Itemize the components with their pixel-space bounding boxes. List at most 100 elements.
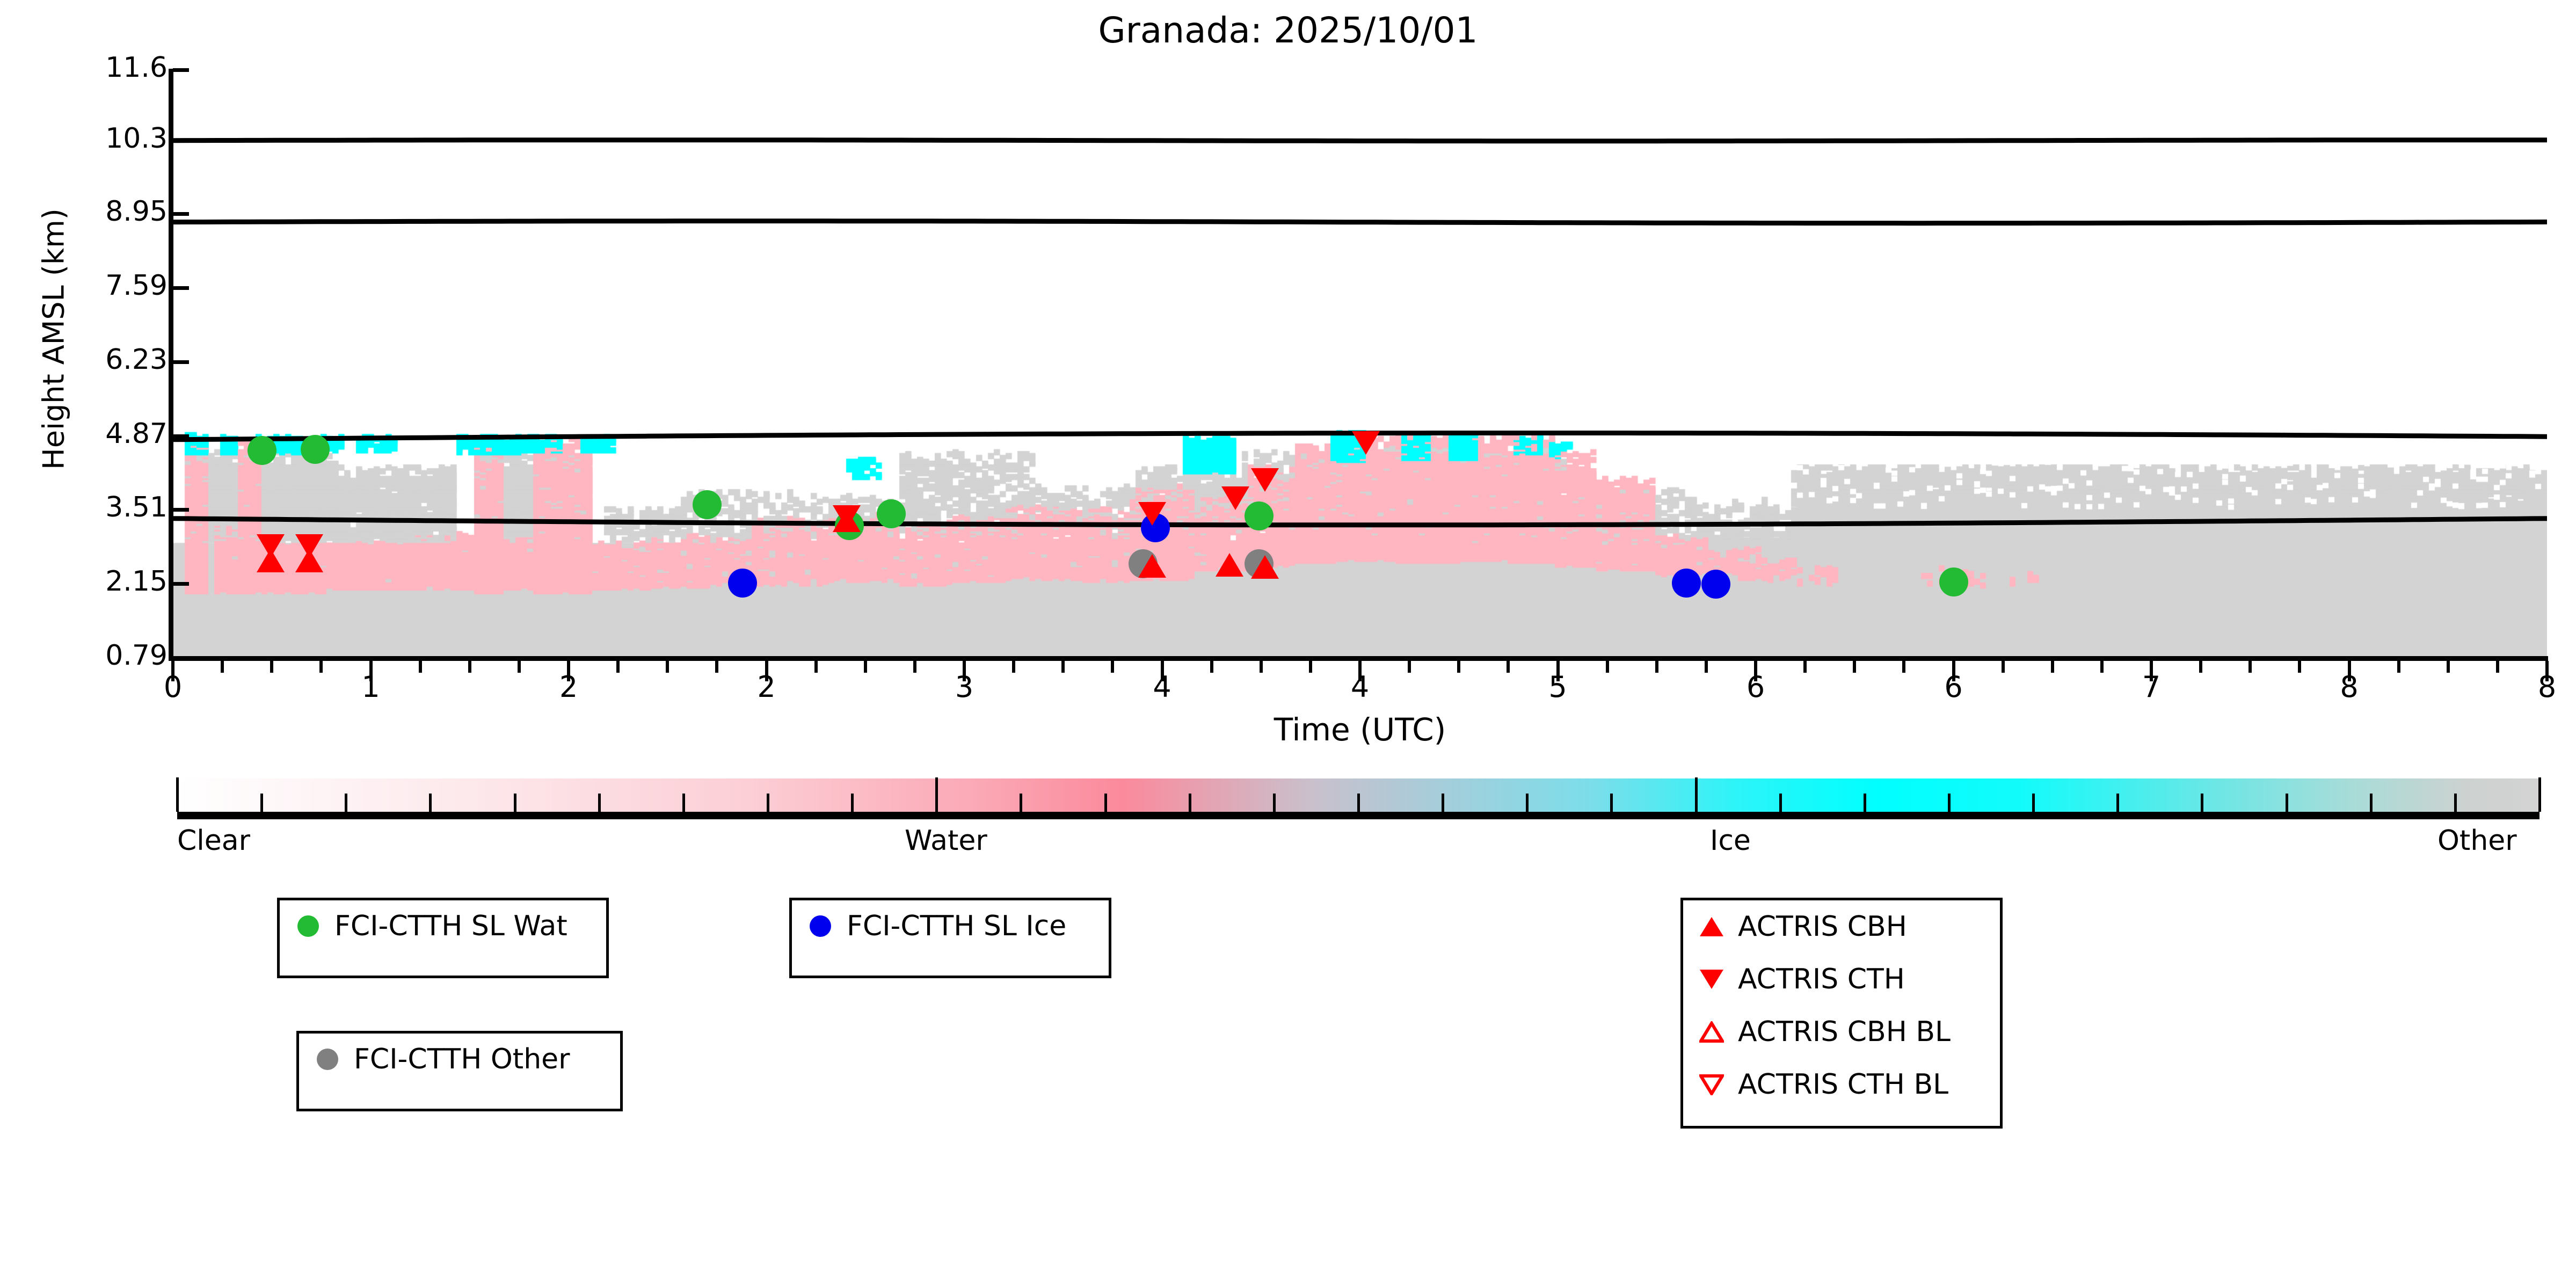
x-tick-mark-minor — [1111, 661, 1115, 673]
x-tick-mark-major — [765, 661, 768, 681]
y-tick-mark — [173, 360, 189, 364]
x-tick-mark-major — [2150, 661, 2153, 681]
x-tick-mark-minor — [1902, 661, 1906, 673]
legend-label: ACTRIS CTH BL — [1738, 1068, 1949, 1101]
legend-label: ACTRIS CBH — [1738, 911, 1907, 943]
y-tick-mark — [173, 656, 189, 660]
y-tick-label: 6.23 — [105, 343, 168, 376]
x-tick-mark-major — [2545, 661, 2549, 681]
triangle-up-open-icon — [1699, 1021, 1724, 1043]
y-tick-label: 7.59 — [105, 270, 168, 302]
cloud-classification-mosaic — [173, 70, 2547, 658]
marker-actris-cbh — [1251, 555, 1279, 579]
legend-row: ACTRIS CBH — [1683, 900, 2000, 953]
legend-fci-ctth-other[interactable]: FCI-CTTH Other — [296, 1031, 623, 1111]
x-tick-label: 0 — [163, 670, 183, 704]
y-tick-mark — [173, 139, 189, 143]
y-tick-label: 11.6 — [105, 52, 168, 84]
marker-fci-ctth-sl-wat — [1245, 501, 1274, 530]
colorbar-baseline — [177, 812, 2539, 819]
legend-label: FCI-CTTH SL Ice — [847, 910, 1067, 942]
marker-actris-cth — [295, 534, 324, 558]
x-tick-mark-minor — [1408, 661, 1411, 673]
colorbar-tick-minor — [1020, 794, 1023, 812]
colorbar-tick-minor — [1188, 794, 1191, 812]
x-axis-title: Time (UTC) — [1274, 711, 1446, 748]
x-tick-label: 2 — [559, 670, 578, 704]
marker-fci-ctth-sl-wat — [301, 435, 330, 464]
colorbar-tick-minor — [2201, 794, 2204, 812]
marker-fci-ctth-sl-wat — [247, 436, 276, 465]
x-tick-label: 6 — [1746, 670, 1765, 704]
isotherm-low — [173, 516, 2547, 528]
colorbar-tick-minor — [1526, 794, 1529, 812]
colorbar-tick-minor — [682, 794, 685, 812]
marker-actris-cbh — [1138, 554, 1167, 578]
x-tick-label: 3 — [955, 670, 974, 704]
x-axis-spine — [169, 656, 2548, 661]
marker-fci-ctth-sl-ice — [1672, 569, 1701, 598]
colorbar-tick-minor — [513, 794, 516, 812]
colorbar-tick-minor — [1357, 794, 1360, 812]
y-tick-mark — [173, 68, 189, 72]
legend-fci-ctth-sl-ice[interactable]: FCI-CTTH SL Ice — [789, 898, 1111, 978]
x-tick-mark-minor — [1457, 661, 1461, 673]
colorbar-label-water: Water — [905, 825, 987, 857]
x-tick-mark-minor — [1012, 661, 1016, 673]
colorbar-tick-minor — [429, 794, 432, 812]
y-tick-label: 3.51 — [105, 491, 168, 524]
colorbar-tick-minor — [2032, 794, 2035, 812]
marker-fci-ctth-sl-wat — [692, 490, 722, 520]
legend-fci-ctth-sl-wat[interactable]: FCI-CTTH SL Wat — [277, 898, 609, 978]
x-tick-mark-major — [1754, 661, 1757, 681]
triangle-up-filled-icon — [1699, 917, 1724, 936]
isotherm-mid — [173, 219, 2547, 226]
marker-fci-ctth-sl-ice — [1701, 570, 1731, 599]
x-tick-mark-minor — [2446, 661, 2450, 673]
triangle-down-filled-icon — [1699, 970, 1724, 989]
x-tick-label: 8 — [2537, 670, 2557, 704]
colorbar-tick-minor — [1610, 794, 1613, 812]
legend-row: ACTRIS CTH BL — [1683, 1058, 2000, 1111]
x-tick-mark-minor — [1259, 661, 1263, 673]
plot-canvas[interactable] — [173, 70, 2547, 658]
x-tick-mark-minor — [319, 661, 323, 673]
blue-circle-icon — [808, 915, 833, 937]
x-tick-mark-minor — [1507, 661, 1510, 673]
page-title: Granada: 2025/10/01 — [1098, 10, 1478, 51]
x-tick-mark-minor — [1803, 661, 1807, 673]
marker-actris-cbh — [1215, 552, 1243, 577]
y-axis-spine — [169, 69, 173, 659]
y-tick-label: 0.79 — [105, 639, 168, 672]
x-tick-mark-minor — [1210, 661, 1213, 673]
y-tick-label: 10.3 — [105, 122, 168, 155]
x-tick-mark-minor — [2050, 661, 2054, 673]
x-tick-label: 1 — [361, 670, 380, 704]
isotherm-upper — [173, 137, 2547, 144]
x-tick-mark-minor — [616, 661, 620, 673]
colorbar-tick-minor — [1948, 794, 1951, 812]
x-tick-mark-minor — [418, 661, 422, 673]
green-circle-icon — [296, 915, 321, 937]
x-tick-label: 2 — [757, 670, 776, 704]
x-tick-mark-major — [1160, 661, 1164, 681]
x-tick-mark-major — [1556, 661, 1560, 681]
y-tick-mark — [173, 582, 189, 586]
x-tick-mark-major — [963, 661, 966, 681]
x-tick-mark-major — [171, 661, 174, 681]
colorbar-tick-major — [176, 777, 179, 812]
y-tick-label: 2.15 — [105, 565, 168, 598]
legend-label: FCI-CTTH SL Wat — [334, 910, 567, 942]
y-tick-mark — [173, 212, 189, 216]
legend-actris[interactable]: ACTRIS CBH ACTRIS CTH ACTRIS CBH BL ACTR… — [1680, 898, 2003, 1129]
x-tick-mark-minor — [1853, 661, 1857, 673]
y-tick-mark — [173, 286, 189, 290]
marker-actris-cth — [257, 534, 285, 558]
x-tick-mark-minor — [1704, 661, 1708, 673]
gray-circle-icon — [315, 1049, 340, 1070]
colorbar-tick-minor — [851, 794, 854, 812]
colorbar-label-ice: Ice — [1710, 825, 1751, 857]
colorbar-tick-minor — [2285, 794, 2288, 812]
colorbar-tick-minor — [2454, 794, 2457, 812]
x-tick-mark-minor — [2199, 661, 2203, 673]
